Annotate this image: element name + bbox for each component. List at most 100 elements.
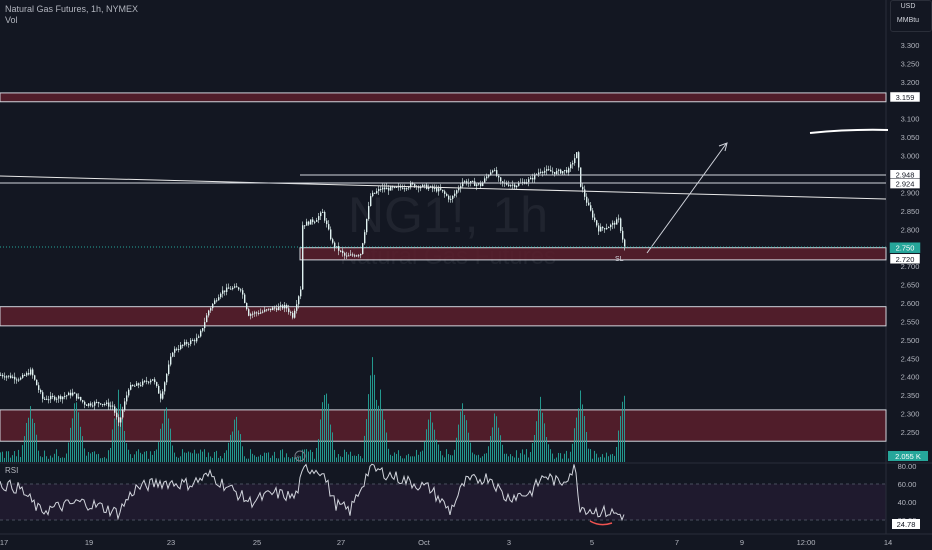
volume-bar	[484, 453, 485, 462]
price-tick: 3.300	[901, 41, 920, 50]
candle-body	[232, 287, 234, 290]
candle-body	[278, 306, 280, 311]
volume-bar	[446, 449, 447, 462]
volume-bar	[114, 418, 115, 462]
volume-bar	[158, 442, 159, 462]
volume-bar	[472, 452, 473, 462]
volume-bar	[226, 450, 227, 462]
volume-bar	[80, 426, 81, 462]
volume-bar	[376, 399, 377, 462]
symbol-title[interactable]: Natural Gas Futures, 1h, NYMEX	[5, 4, 139, 14]
volume-bar	[72, 418, 73, 462]
volume-bar	[148, 458, 149, 462]
candle-body	[116, 412, 118, 418]
volume-bar	[166, 407, 167, 462]
volume-bar	[614, 455, 615, 462]
volume-bar	[244, 456, 245, 462]
volume-bar	[584, 416, 585, 462]
volume-bar	[336, 457, 337, 462]
candle-body	[32, 369, 34, 376]
candle-body	[516, 185, 518, 188]
candle-body	[514, 184, 516, 188]
candle-body	[10, 375, 12, 378]
candle-body	[236, 286, 238, 288]
zone-2290[interactable]	[0, 409, 887, 442]
unit-label[interactable]: MMBtu	[896, 17, 920, 24]
volume-bar	[382, 409, 383, 462]
volume-bar	[566, 450, 567, 462]
volume-bar	[432, 422, 433, 462]
candle-body	[500, 177, 502, 182]
candle-body	[506, 182, 508, 185]
volume-bar	[416, 449, 417, 462]
candle-body	[78, 396, 80, 399]
volume-bar	[618, 430, 619, 462]
volume-bar	[530, 452, 531, 462]
candle-body	[340, 250, 342, 252]
candle-body	[584, 189, 586, 197]
projection-arrow-line[interactable]	[646, 143, 727, 254]
price-tick: 2.350	[901, 391, 920, 400]
volume-bar	[10, 457, 11, 462]
zone-sl[interactable]	[299, 247, 887, 261]
volume-bar	[92, 452, 93, 462]
candle-body	[286, 305, 288, 309]
candle-body	[62, 396, 64, 400]
candle-body	[134, 385, 136, 387]
candle-body	[578, 152, 580, 168]
candle-body	[366, 218, 368, 233]
candle-body	[224, 290, 226, 292]
events-icon[interactable]	[294, 450, 306, 462]
candle-body	[496, 170, 498, 176]
volume-bar	[358, 454, 359, 462]
candle-body	[218, 297, 220, 301]
candle-body	[282, 305, 284, 309]
candle-body	[124, 401, 126, 410]
price-tick: 2.250	[901, 428, 920, 437]
candle-body	[394, 186, 396, 188]
volume-bar	[368, 394, 369, 462]
time-tick: 27	[337, 538, 345, 547]
volume-bar	[564, 453, 565, 462]
volume-bar	[604, 457, 605, 462]
volume-bar	[506, 453, 507, 462]
volume-bar	[444, 457, 445, 462]
volume-bar	[574, 428, 575, 462]
candle-body	[266, 309, 268, 311]
currency-label[interactable]: USD	[900, 3, 916, 10]
volume-bar	[122, 418, 123, 462]
candle-body	[308, 221, 310, 225]
volume-bar	[186, 452, 187, 462]
volume-bar	[414, 456, 415, 462]
forecast-curve[interactable]	[809, 128, 889, 134]
volume-bar	[286, 453, 287, 462]
candle-body	[48, 399, 50, 401]
candle-body	[618, 218, 620, 220]
volume-bar	[180, 456, 181, 462]
candle-body	[192, 340, 194, 342]
candle-body	[344, 253, 346, 256]
candle-body	[490, 172, 492, 176]
volume-bar	[120, 403, 121, 462]
candle-body	[276, 308, 278, 311]
candle-body	[152, 379, 154, 381]
candle-body	[332, 239, 334, 243]
zone-2575[interactable]	[0, 306, 887, 327]
volume-bar	[208, 452, 209, 462]
volume-bar	[322, 402, 323, 462]
volume-bar	[342, 457, 343, 462]
zone-3159[interactable]	[0, 92, 887, 103]
volume-bar	[200, 449, 201, 462]
volume-bar	[4, 457, 5, 462]
rsi-tick: 80.00	[898, 462, 917, 471]
candle-body	[114, 406, 116, 413]
volume-bar	[196, 453, 197, 462]
candle-body	[356, 255, 358, 257]
volume-bar	[326, 393, 327, 462]
candle-body	[544, 170, 546, 173]
trendline-descending[interactable]	[0, 175, 887, 200]
candle-body	[450, 198, 452, 200]
volume-bar	[352, 455, 353, 462]
volume-bar	[152, 454, 153, 462]
